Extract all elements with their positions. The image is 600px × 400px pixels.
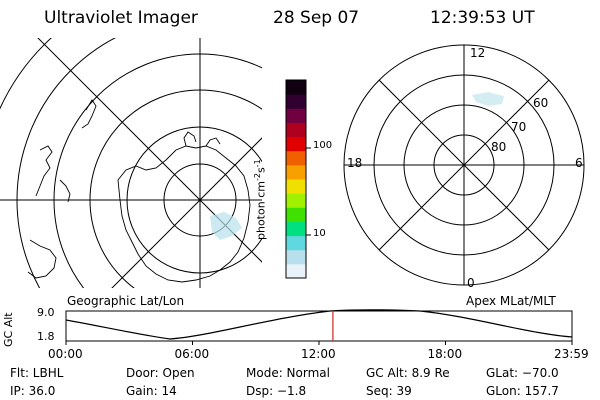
timeline-ytick-top: 9.0 xyxy=(37,306,55,319)
colorbar-band xyxy=(286,94,306,109)
mlat-label-60: 60 xyxy=(533,96,549,110)
timeline-tick-label: 23:59 xyxy=(554,347,589,361)
instrument-title: Ultraviolet Imager xyxy=(44,8,198,28)
timeline-tick-label: 18:00 xyxy=(427,347,463,361)
longitude-lines xyxy=(0,38,262,288)
antarctica-coastline xyxy=(117,131,251,283)
south-america-coastline xyxy=(35,145,71,203)
colorbar-band xyxy=(286,235,306,251)
colorbar-tick-100: 100 xyxy=(313,140,333,151)
colorbar-band xyxy=(286,80,306,95)
unit-exp1: -2 xyxy=(253,173,262,182)
altitude-timeline xyxy=(65,309,573,345)
colorbar-band xyxy=(286,249,306,265)
colorbar xyxy=(285,79,311,279)
door-status: Door: Open xyxy=(126,366,195,380)
colorbar-band xyxy=(286,263,306,279)
geographic-panel-caption: Geographic Lat/Lon xyxy=(67,294,185,308)
colorbar-band xyxy=(286,179,306,194)
mlt-label-0: 0 xyxy=(467,276,475,290)
observation-time: 12:39:53 UT xyxy=(430,8,535,28)
gc-alt-status: GC Alt: 8.9 Re xyxy=(366,366,450,380)
apex-panel-caption: Apex MLat/MLT xyxy=(466,294,556,308)
timeline-tick-label: 12:00 xyxy=(301,347,336,361)
colorbar-band xyxy=(286,122,306,138)
colorbar-band xyxy=(286,207,306,222)
geographic-map-panel xyxy=(0,38,262,288)
dsp-status: Dsp: −1.8 xyxy=(246,384,307,398)
colorbar-band xyxy=(286,136,306,152)
colorbar-band xyxy=(286,164,306,180)
ip-status: IP: 36.0 xyxy=(10,384,56,398)
timeline-tick-label: 06:00 xyxy=(174,347,210,361)
colorbar-band xyxy=(286,108,306,123)
mode-status: Mode: Normal xyxy=(246,366,330,380)
mlat-label-70: 70 xyxy=(511,120,527,134)
mlt-label-12: 12 xyxy=(470,46,486,60)
seq-status: Seq: 39 xyxy=(366,384,412,398)
gain-status: Gain: 14 xyxy=(126,384,177,398)
timeline-tick-label: 00:00 xyxy=(48,347,83,361)
colorbar-band xyxy=(286,150,306,166)
timeline-axis-label: GC Alt xyxy=(2,312,15,347)
colorbar-band xyxy=(286,221,306,237)
unit-mid: s xyxy=(254,167,268,174)
colorbar-band xyxy=(286,193,306,208)
glon-status: GLon: 157.7 xyxy=(486,384,559,398)
auroral-oval-patch xyxy=(472,92,504,106)
filter-status: Flt: LBHL xyxy=(10,366,64,380)
observation-date: 28 Sep 07 xyxy=(273,8,360,28)
timeline-ytick-bottom: 1.8 xyxy=(37,330,55,343)
colorbar-unit-label: photon cm-2s-1 xyxy=(253,159,268,240)
auroral-emission-patch xyxy=(210,212,242,240)
unit-base: photon cm xyxy=(254,181,268,240)
australia-coastline xyxy=(27,239,57,279)
mlt-label-6: 6 xyxy=(575,156,583,170)
apex-mlat-mlt-panel xyxy=(343,44,585,286)
new-zealand-coastline xyxy=(81,99,97,129)
unit-exp2: -1 xyxy=(253,159,262,168)
mlt-label-18: 18 xyxy=(347,156,363,170)
altitude-curve xyxy=(65,309,573,340)
mlat-label-80: 80 xyxy=(491,140,507,154)
colorbar-tick-10: 10 xyxy=(313,228,326,239)
glat-status: GLat: −70.0 xyxy=(486,366,559,380)
